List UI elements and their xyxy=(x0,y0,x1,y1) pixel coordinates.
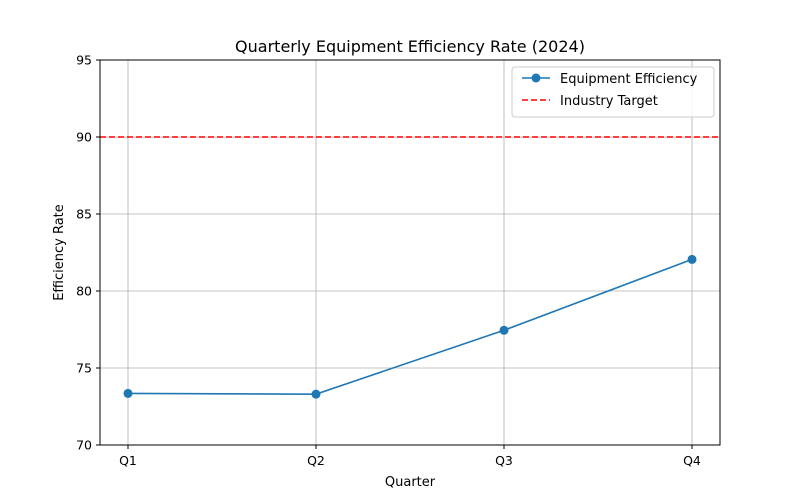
series-line-0 xyxy=(127,258,693,395)
x-tick-label: Q4 xyxy=(683,453,701,468)
plot-frame xyxy=(99,59,721,446)
legend-box xyxy=(511,66,715,118)
y-tick-label: 75 xyxy=(76,361,92,376)
legend: Equipment Efficiency Industry Target xyxy=(511,66,715,118)
chart-title: Quarterly Equipment Efficiency Rate (202… xyxy=(235,37,585,56)
x-tick-label: Q2 xyxy=(307,453,325,468)
legend-swatch-marker-series-0 xyxy=(531,73,541,83)
y-tick-label: 90 xyxy=(76,130,92,145)
data-point-q4 xyxy=(687,254,697,264)
grid-lines xyxy=(100,59,720,446)
y-tick-label: 85 xyxy=(76,207,92,222)
y-tick-label: 70 xyxy=(76,438,92,453)
y-axis-label: Efficiency Rate xyxy=(52,204,67,301)
legend-label-series-0: Equipment Efficiency xyxy=(560,72,698,87)
data-point-q3 xyxy=(499,325,509,335)
y-tick-label: 95 xyxy=(76,53,92,68)
x-tick-label: Q1 xyxy=(119,453,137,468)
x-tick-label: Q3 xyxy=(495,453,513,468)
y-axis-ticks: 70 75 80 85 90 95 xyxy=(76,53,100,453)
y-tick-label: 80 xyxy=(76,284,92,299)
legend-label-target: Industry Target xyxy=(560,94,658,109)
data-point-q2 xyxy=(311,389,321,399)
x-axis-label: Quarter xyxy=(385,475,436,490)
data-point-q1 xyxy=(123,388,133,398)
x-axis-ticks: Q1 Q2 Q3 Q4 xyxy=(119,445,701,468)
series-layer xyxy=(123,254,697,399)
